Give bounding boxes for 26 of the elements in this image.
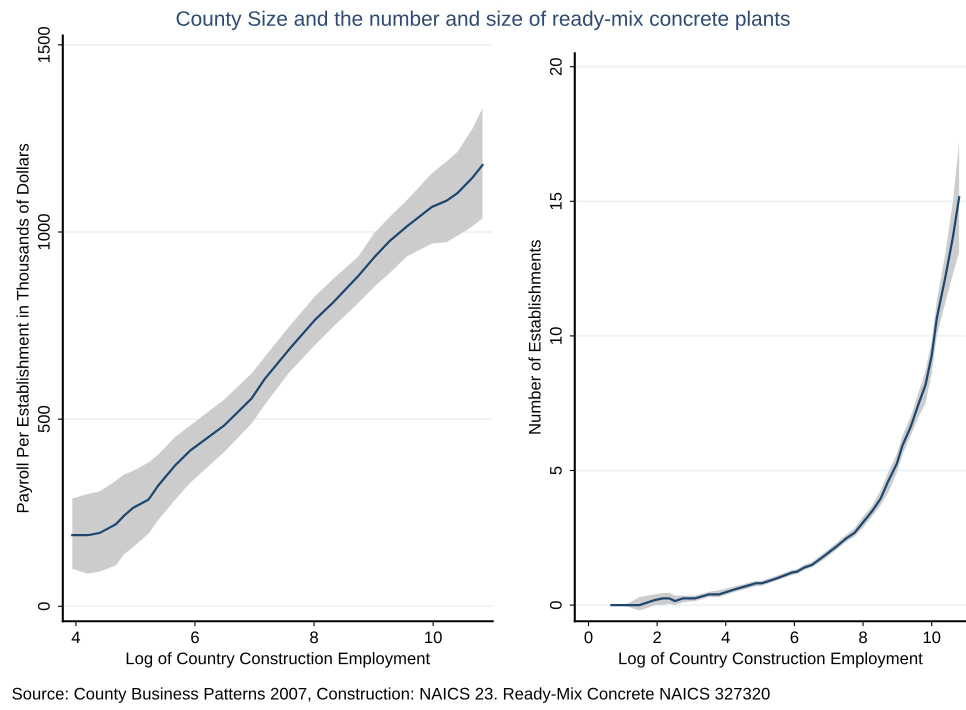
x-tick-label: 0: [584, 631, 592, 644]
x-tick-label: 4: [72, 632, 80, 644]
x-axis-title: Log of Country Construction Employment: [126, 652, 430, 668]
source-note: Source: County Business Patterns 2007, Construction: NAICS 23. Ready-Mix Concrete NAICS 327320: [12, 687, 770, 703]
y-tick-label: 1500: [38, 26, 50, 62]
y-axis-title: Number of Establishments: [528, 240, 541, 434]
x-tick-label: 8: [859, 631, 867, 644]
x-tick-label: 6: [191, 631, 199, 644]
y-tick-label: 1000: [38, 214, 50, 250]
line-series: [71, 164, 484, 536]
chart-title: County Size and the number and size of ready-mix concrete plants: [176, 10, 790, 30]
y-tick-label: 5: [550, 466, 562, 474]
x-tick-label: 8: [310, 631, 318, 644]
y-tick-label: 15: [550, 192, 562, 210]
x-axis-title: Log of Country Construction Employment: [619, 652, 923, 668]
x-tick-label: 6: [790, 631, 798, 644]
x-tick-label: 4: [722, 632, 730, 644]
x-tick-label: 10: [924, 631, 940, 644]
y-tick-label: 20: [550, 58, 562, 76]
y-tick-label: 10: [550, 327, 562, 344]
y-tick-label: 500: [38, 406, 50, 432]
x-tick-label: 2: [653, 631, 661, 644]
y-tick-label: 0: [38, 602, 50, 610]
y-axis-title: Payroll Per Establishment in Thousands of Dollars: [16, 144, 32, 512]
y-tick-label: 0: [550, 601, 562, 610]
x-tick-label: 10: [425, 631, 442, 644]
